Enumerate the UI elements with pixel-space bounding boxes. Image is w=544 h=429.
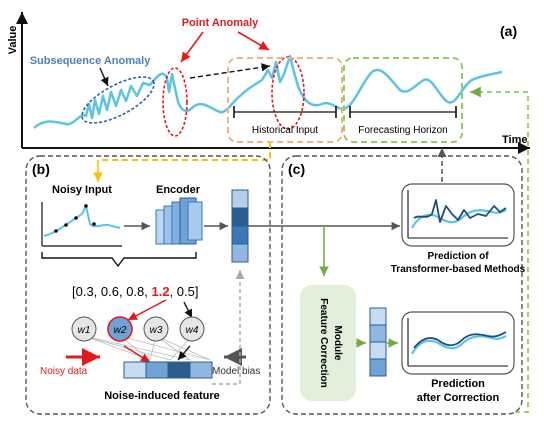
- noisy-input-title: Noisy Input: [52, 184, 112, 196]
- forecasting-horizon-label: Forecasting Horizon: [358, 125, 447, 136]
- node-w2: w2: [107, 316, 133, 342]
- feature-correction-module: [300, 285, 356, 401]
- encoder-title: Encoder: [156, 184, 201, 196]
- node-w3: w3: [143, 316, 169, 342]
- w4-to-feature-arrow: [177, 345, 191, 361]
- model-bias-label: Model bias: [212, 366, 260, 377]
- feature-correction-label-2: Module: [332, 326, 343, 361]
- panel-c-frame: [281, 155, 523, 415]
- panel-c-label: (c): [288, 161, 305, 177]
- feature-vector: [0.3, 0.6, 0.8, 1.2, 0.5]: [72, 284, 199, 299]
- feature-brace: [41, 252, 197, 268]
- point-anomaly-ellipse-left: [162, 67, 188, 137]
- forecast-horizon-box: [343, 57, 463, 143]
- noisy-input-chart: [41, 202, 122, 247]
- transformer-prediction-chart: [401, 183, 515, 247]
- noise-feature-label: Noise-induced feature: [104, 390, 220, 402]
- svg-text:w4: w4: [186, 325, 199, 336]
- historical-input-box: [227, 57, 343, 143]
- panel-a: Value Time (a) Point Anomaly Subsequence…: [7, 12, 530, 154]
- svg-text:w1: w1: [78, 325, 91, 336]
- corrected-prediction-label-1: Prediction: [431, 378, 485, 390]
- time-series-line: [33, 54, 503, 129]
- panel-a-label: (a): [500, 23, 517, 39]
- node-w1: w1: [71, 316, 97, 342]
- panel-c: (c) Prediction of Transformer-based Meth…: [281, 155, 526, 415]
- x-axis-label: Time: [502, 134, 527, 146]
- transformer-prediction-label-2: Transformer-based Methods: [391, 264, 526, 275]
- point-anomaly-arrow-left: [180, 31, 204, 63]
- point-anomaly-arrow-right: [237, 31, 270, 51]
- y-axis-label: Value: [7, 26, 19, 55]
- panel-b-frame: [25, 155, 271, 415]
- svg-text:w3: w3: [150, 325, 163, 336]
- encoded-vector: [231, 189, 249, 263]
- historical-to-input-connector: [98, 142, 271, 161]
- historical-input-label: Historical Input: [252, 125, 318, 136]
- feature-correction-label-1: Feature Correction: [318, 298, 329, 387]
- subsequence-anomaly-arrow: [99, 67, 109, 87]
- transformer-prediction-label-1: Prediction of: [427, 251, 489, 262]
- panel-b: (b) Noisy Input Encoder [0.3, 0.6,: [25, 155, 271, 415]
- feature-feedback-arrow: [212, 270, 245, 385]
- panel-b-label: (b): [32, 161, 50, 177]
- value-arrow-to-w4: [183, 301, 193, 319]
- corrected-vector: [369, 307, 387, 377]
- correction-to-forecast-connector: [470, 86, 529, 413]
- corrected-prediction-label-2: after Correction: [417, 392, 500, 404]
- noisy-data-label: Noisy data: [40, 366, 88, 377]
- point-anomaly-label: Point Anomaly: [182, 17, 259, 29]
- noise-arrow-to-w2: [127, 299, 167, 321]
- encoder-block: [155, 197, 203, 245]
- svg-text:w2: w2: [114, 325, 127, 336]
- point-anomaly-ellipse-right: [271, 56, 305, 130]
- w2-to-feature-arrow: [123, 345, 151, 363]
- subsequence-anomaly-ellipse: [81, 76, 155, 124]
- anomaly-shift-arrow: [189, 63, 271, 79]
- corrected-prediction-chart: [401, 311, 515, 375]
- subsequence-anomaly-label: Subsequence Anomaly: [30, 55, 152, 67]
- node-w4: w4: [179, 316, 205, 342]
- noise-induced-feature-bar: [123, 361, 213, 379]
